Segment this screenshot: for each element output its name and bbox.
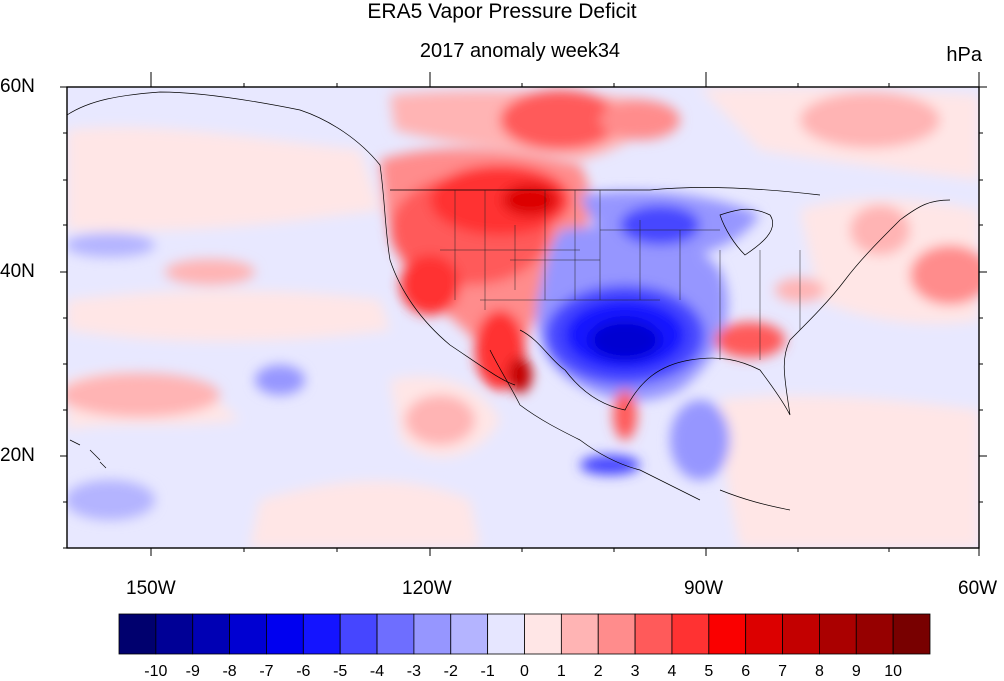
colorbar-tick-label: 7 (778, 663, 787, 680)
anomaly-region (67, 480, 155, 520)
lon-label-120w: 120W (402, 578, 452, 599)
colorbar-tick-label: 9 (852, 663, 861, 680)
anomaly-region (715, 322, 785, 358)
colorbar-swatch (745, 613, 783, 655)
units-label: hPa (946, 44, 982, 66)
anomaly-region (800, 92, 940, 148)
colorbar-tick-label: 6 (741, 663, 750, 680)
colorbar-swatch (450, 613, 489, 655)
colorbar-tick-label: 0 (520, 663, 529, 680)
anomaly-region (613, 390, 637, 440)
colorbar-swatch (302, 613, 341, 655)
anomaly-region (720, 395, 979, 548)
colorbar-tick-label: -10 (144, 663, 167, 680)
colorbar-tick-label: -5 (333, 663, 347, 680)
lon-label-90w: 90W (684, 578, 724, 599)
colorbar-tick-label: -8 (222, 663, 236, 680)
anomaly-field (67, 87, 979, 548)
anomaly-region (600, 100, 680, 140)
anomaly-region (910, 245, 979, 305)
colorbar-tick-label: 10 (884, 663, 902, 680)
lon-label-150w: 150W (126, 578, 176, 599)
anomaly-region (590, 320, 660, 360)
colorbar-tick-label: -2 (444, 663, 458, 680)
anomaly-region (67, 233, 155, 257)
colorbar-tick-label: 2 (594, 663, 603, 680)
colorbar-swatch (855, 613, 894, 655)
colorbar-tick-label: 3 (631, 663, 640, 680)
colorbar-tick-label: -4 (370, 663, 384, 680)
anomaly-region (620, 205, 700, 245)
colorbar-swatch (597, 613, 636, 655)
plot-subtitle: 2017 anomaly week34 (419, 40, 621, 62)
anomaly-region (502, 184, 558, 216)
colorbar-swatch (671, 613, 710, 655)
colorbar-swatch (229, 613, 267, 655)
colorbar (118, 613, 931, 655)
anomaly-region (670, 400, 730, 480)
colorbar-swatch (266, 613, 304, 655)
anomaly-region (850, 205, 910, 255)
colorbar-swatch (560, 613, 599, 655)
colorbar-tick-label: 8 (815, 663, 824, 680)
colorbar-tick-label: -9 (186, 663, 200, 680)
lat-label-40n: 40N (0, 261, 35, 282)
anomaly-region (500, 90, 620, 150)
lat-label-60n: 60N (0, 76, 35, 97)
colorbar-swatch (634, 613, 673, 655)
axis-ticks (60, 72, 987, 556)
anomaly-region (400, 255, 460, 315)
anomaly-region (580, 455, 640, 475)
colorbar-swatch (413, 613, 452, 655)
anomaly-region (67, 373, 220, 417)
colorbar-tick-label: 4 (667, 663, 676, 680)
colorbar-tick-label: -7 (259, 663, 273, 680)
anomaly-region (430, 165, 570, 235)
colorbar-swatch (524, 613, 562, 655)
anomaly-region (165, 259, 255, 285)
colorbar-swatch (192, 613, 230, 655)
lat-label-20n: 20N (0, 445, 35, 466)
colorbar-swatch (339, 613, 378, 655)
anomaly-region (67, 290, 390, 342)
plot-title: ERA5 Vapor Pressure Deficit (367, 0, 637, 23)
state-borders (440, 190, 801, 360)
anomaly-region (405, 395, 475, 445)
colorbar-swatch (819, 613, 857, 655)
anomaly-region (250, 481, 480, 548)
lon-label-60w: 60W (958, 578, 998, 599)
colorbar-swatch (782, 613, 820, 655)
colorbar-tick-label: -3 (407, 663, 421, 680)
colorbar-tick-label: 1 (557, 663, 566, 680)
colorbar-swatch (155, 613, 194, 655)
colorbar-labels: -10 -9 -8 -7 -6 -5 -4 -3 -2 -1 0 1 2 3 4 5 6 7 8 9 10 (144, 663, 902, 680)
colorbar-tick-label: -1 (481, 663, 495, 680)
colorbar-tick-label: -6 (296, 663, 310, 680)
anomaly-region (255, 365, 305, 395)
coastlines (67, 91, 951, 511)
colorbar-swatch (892, 613, 931, 655)
anomaly-region (67, 127, 380, 231)
colorbar-swatch (118, 613, 157, 655)
anomaly-region (508, 357, 532, 393)
colorbar-tick-label: 5 (704, 663, 713, 680)
colorbar-swatch (376, 613, 415, 655)
colorbar-swatch (708, 613, 747, 655)
colorbar-swatch (487, 613, 525, 655)
